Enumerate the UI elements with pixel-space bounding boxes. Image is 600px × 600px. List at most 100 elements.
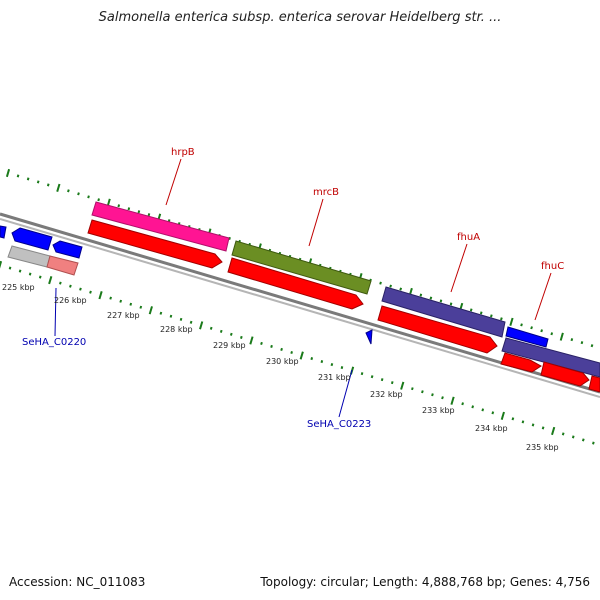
minor-tick	[159, 311, 163, 315]
minor-tick	[67, 189, 70, 193]
gene-label-mrcB[interactable]: mrcB	[313, 187, 339, 198]
minor-tick	[530, 326, 533, 330]
minor-tick	[389, 284, 392, 288]
major-tick	[48, 276, 53, 285]
minor-tick	[26, 177, 30, 181]
scale-label: 234 kbp	[475, 424, 508, 433]
scale-label: 228 kbp	[160, 325, 193, 334]
minor-tick	[411, 387, 414, 391]
features	[0, 201, 600, 393]
gene-label-hrpB[interactable]: hrpB	[171, 147, 195, 158]
gene-feature[interactable]	[231, 240, 372, 295]
minor-tick	[340, 366, 344, 370]
gene-feature[interactable]	[540, 361, 590, 387]
gene-feature[interactable]	[0, 225, 7, 239]
minor-tick	[129, 302, 133, 306]
gene-feature[interactable]	[227, 257, 364, 310]
major-tick	[299, 351, 304, 360]
label-leader-line	[54, 287, 57, 337]
locus-label-SeHA_C0220[interactable]: SeHA_C0220	[22, 337, 86, 348]
minor-tick	[229, 332, 233, 336]
gene-label-fhuC[interactable]: fhuC	[541, 261, 564, 272]
minor-tick	[137, 210, 141, 214]
minor-tick	[147, 213, 151, 217]
major-tick	[559, 332, 564, 341]
major-tick	[551, 426, 556, 436]
locus-label-SeHA_C0223[interactable]: SeHA_C0223	[307, 419, 371, 430]
minor-tick	[330, 362, 334, 367]
minor-tick	[461, 402, 464, 406]
minor-tick	[441, 396, 444, 400]
minor-tick	[481, 408, 485, 412]
gene-feature[interactable]	[365, 329, 373, 345]
minor-tick	[520, 323, 523, 327]
backbone-line-bottom	[0, 218, 600, 398]
gene-feature[interactable]	[91, 201, 230, 252]
gene-feature[interactable]	[381, 286, 506, 338]
topology-text: Topology: circular; Length: 4,888,768 bp…	[260, 575, 590, 589]
label-leader-line	[338, 369, 353, 418]
gene-feature[interactable]	[501, 337, 600, 378]
major-tick	[400, 381, 405, 390]
minor-tick	[511, 417, 515, 421]
major-tick	[500, 411, 505, 420]
gene-feature[interactable]	[377, 305, 498, 354]
label-leader-line	[534, 272, 552, 321]
minor-tick	[290, 351, 293, 354]
minor-tick	[77, 192, 80, 196]
minor-tick	[209, 326, 213, 330]
backbone	[0, 212, 600, 398]
minor-tick	[471, 405, 475, 409]
minor-tick	[500, 317, 503, 321]
major-tick	[0, 260, 3, 269]
minor-tick	[46, 183, 50, 187]
minor-tick	[379, 281, 382, 285]
scale-labels: 225 kbp 226 kbp 227 kbp 228 kbp 229 kbp …	[2, 283, 559, 452]
scale-label: 229 kbp	[213, 341, 246, 350]
minor-tick	[431, 393, 434, 397]
minor-tick	[531, 423, 535, 427]
major-tick	[450, 396, 455, 405]
gene-label-fhuA[interactable]: fhuA	[457, 232, 480, 243]
major-tick	[5, 168, 11, 178]
minor-tick	[79, 287, 82, 291]
accession-text: Accession: NC_011083	[9, 575, 146, 589]
gene-feature[interactable]	[500, 352, 542, 373]
minor-tick	[419, 293, 423, 297]
label-leader-line	[308, 198, 324, 247]
major-tick	[249, 336, 254, 345]
minor-tick	[28, 272, 32, 276]
minor-tick	[89, 290, 92, 294]
outer-tick-track	[5, 168, 594, 348]
minor-tick	[240, 335, 243, 339]
minor-tick	[469, 308, 473, 312]
scale-label: 233 kbp	[422, 406, 455, 415]
minor-tick	[189, 320, 193, 324]
gene-feature[interactable]	[588, 375, 600, 393]
minor-tick	[550, 332, 554, 336]
minor-tick	[169, 314, 173, 318]
gene-labels: hrpB mrcB fhuA fhuC	[171, 147, 564, 272]
major-tick	[56, 183, 61, 192]
inner-tick-track	[0, 260, 595, 445]
minor-tick	[109, 296, 112, 300]
minor-tick	[592, 441, 595, 445]
gene-feature[interactable]	[87, 219, 223, 269]
minor-tick	[479, 311, 483, 315]
scale-label: 235 kbp	[526, 443, 559, 452]
minor-tick	[260, 341, 263, 346]
minor-tick	[179, 317, 183, 321]
gene-feature[interactable]	[11, 227, 53, 251]
scale-label: 226 kbp	[54, 296, 87, 305]
gene-feature[interactable]	[46, 255, 79, 276]
minor-tick	[590, 344, 594, 348]
map-title: Salmonella enterica subsp. enterica sero…	[98, 10, 502, 25]
minor-tick	[429, 296, 433, 300]
gene-feature[interactable]	[505, 326, 549, 348]
minor-tick	[8, 266, 12, 270]
major-tick	[199, 321, 204, 330]
gene-label-lines	[165, 158, 552, 321]
gene-feature[interactable]	[52, 240, 83, 259]
minor-tick	[16, 174, 20, 178]
